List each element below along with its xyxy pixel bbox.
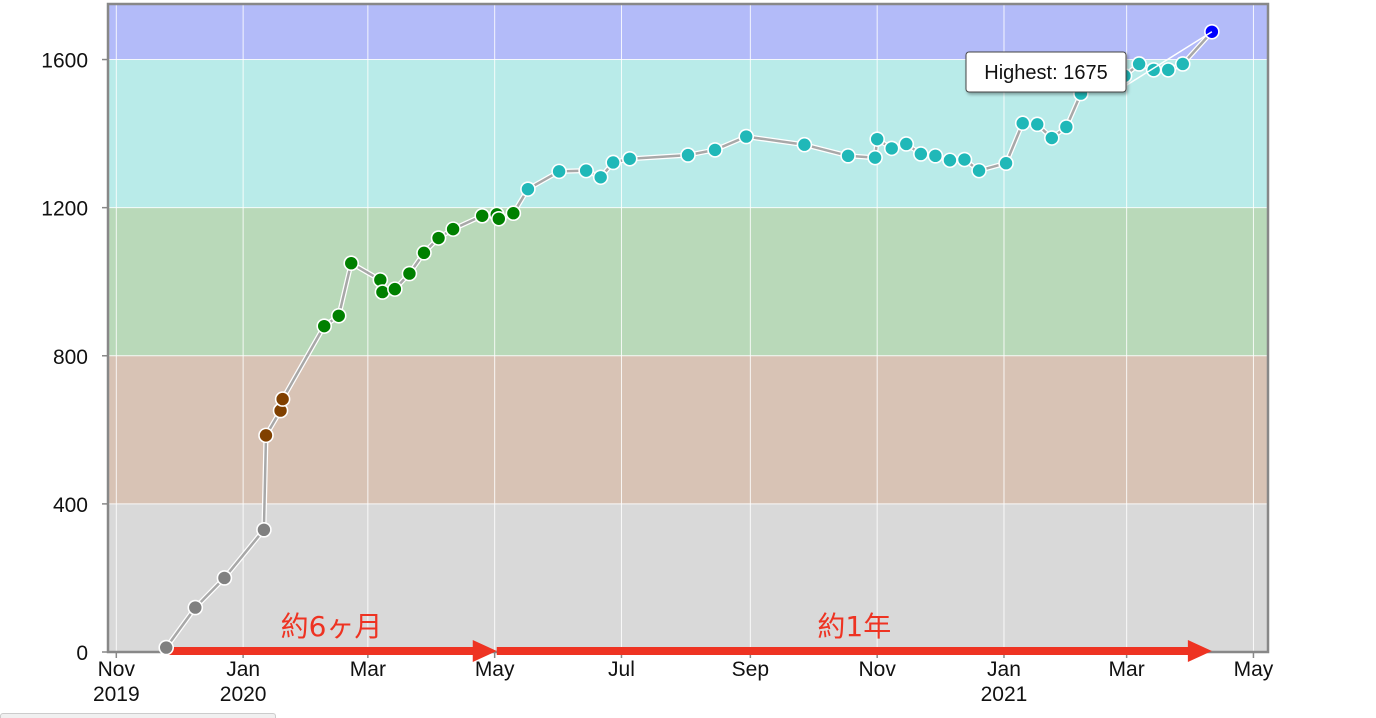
data-point [520, 181, 536, 197]
data-point [913, 146, 929, 162]
y-tick-label: 400 [53, 494, 88, 517]
y-axis: 0 400 800 1200 1600 [41, 50, 108, 665]
x-tick-label: Mar [1109, 658, 1145, 681]
data-point [956, 151, 973, 168]
data-point [971, 162, 987, 179]
x-tick-label: Jul [608, 658, 635, 681]
x-tick-label: Nov [858, 658, 896, 681]
x-tick-label: Jan [226, 658, 260, 681]
data-point [898, 136, 915, 152]
y-tick-label: 800 [53, 346, 88, 369]
tooltip-label: Highest: 1675 [984, 62, 1107, 84]
data-point [738, 128, 755, 145]
data-point [867, 149, 883, 166]
annotation-arrowhead [472, 640, 497, 662]
data-point [796, 136, 813, 153]
data-point [158, 639, 175, 656]
x-tick-year-label: 2021 [981, 683, 1028, 706]
data-point [401, 265, 418, 282]
data-point [430, 230, 447, 246]
rating-band [108, 355, 1268, 504]
data-point [274, 391, 291, 407]
data-point [445, 221, 461, 237]
data-point [551, 163, 567, 180]
x-tick-year-label: 2019 [93, 683, 140, 706]
data-point [256, 522, 272, 538]
data-point [491, 210, 507, 227]
bottom-tab[interactable] [0, 713, 276, 718]
tooltip-box [965, 51, 1127, 93]
x-tick-label: Sep [732, 658, 769, 681]
data-point [343, 255, 360, 272]
data-point [1029, 116, 1046, 133]
data-point [883, 140, 900, 157]
data-point [998, 155, 1014, 172]
data-point [330, 307, 347, 324]
data-point [374, 284, 391, 300]
tooltip-pointer [1121, 31, 1213, 89]
annotation-label: 約6ヶ月 [281, 610, 383, 643]
data-point [869, 131, 885, 147]
data-point [187, 599, 204, 616]
highest-tooltip: Highest: 1675 [965, 31, 1213, 93]
data-point [578, 162, 594, 179]
x-tick-year-label: 2020 [220, 683, 267, 706]
rating-band [108, 4, 1268, 60]
duration-annotations: 約6ヶ月 約1年 [166, 610, 1212, 662]
data-point [416, 245, 432, 261]
data-point [1058, 119, 1075, 135]
rating-band [108, 207, 1268, 356]
data-point [258, 427, 274, 444]
data-point [592, 169, 609, 186]
data-point [474, 208, 490, 224]
y-tick-label: 1200 [41, 198, 88, 221]
annotation-label: 約1年 [817, 610, 891, 643]
rating-bands [108, 4, 1268, 652]
data-point [621, 150, 638, 167]
data-point [216, 570, 233, 586]
data-point [1174, 56, 1191, 72]
x-tick-label: May [475, 658, 515, 681]
data-point [387, 281, 403, 297]
rating-series [158, 23, 1220, 656]
rating-band [108, 503, 1268, 652]
data-point [1043, 130, 1060, 146]
data-point [605, 154, 621, 171]
annotation-arrowhead [1187, 640, 1212, 662]
x-tick-label: Mar [350, 658, 386, 681]
data-point [505, 205, 522, 222]
y-tick-label: 1600 [41, 50, 88, 73]
y-tick-label: 0 [76, 642, 88, 665]
data-point [942, 152, 958, 169]
data-point [927, 148, 944, 164]
data-point [707, 142, 723, 158]
data-point [1160, 62, 1177, 78]
data-point [1014, 115, 1031, 132]
data-point [840, 148, 856, 164]
x-tick-label: May [1234, 658, 1274, 681]
data-point [316, 318, 333, 334]
data-point [1131, 56, 1147, 72]
x-tick-label: Jan [987, 658, 1021, 681]
data-point [680, 147, 696, 163]
x-tick-label: Nov [98, 658, 136, 681]
